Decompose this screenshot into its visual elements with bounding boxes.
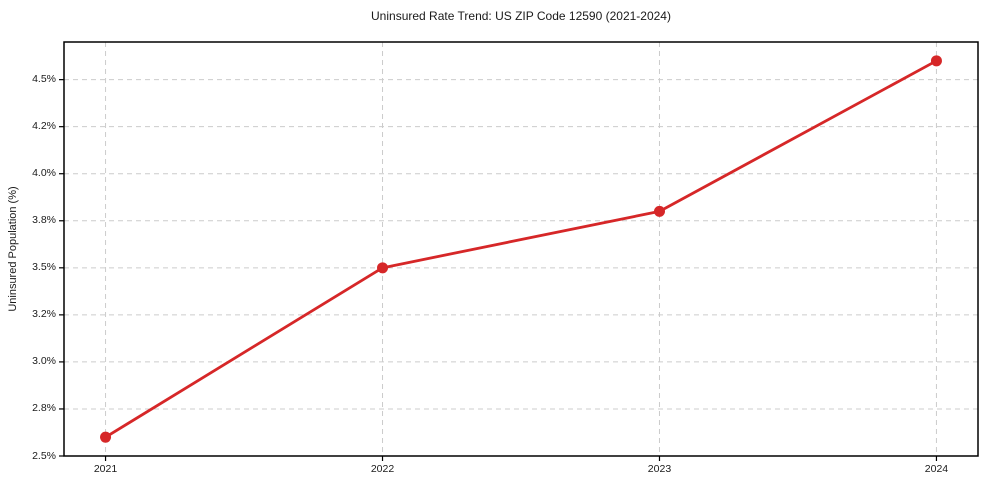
data-point (653, 205, 665, 217)
y-tick-label: 4.5% (32, 73, 56, 86)
x-tick-label: 2024 (924, 463, 949, 475)
y-tick-label: 3.0% (32, 355, 56, 368)
y-axis-label: Uninsured Population (%) (7, 186, 19, 312)
y-tick-label: 2.8% (32, 402, 56, 415)
y-tick-label: 4.0% (32, 167, 56, 180)
y-tick-label: 2.5% (32, 449, 56, 462)
x-tick-label: 2022 (370, 463, 395, 475)
y-tick-label: 3.5% (32, 261, 56, 274)
y-tick-label: 3.8% (32, 214, 56, 227)
chart-title: Uninsured Rate Trend: US ZIP Code 12590 … (371, 9, 671, 23)
y-tick-label: 4.2% (32, 120, 56, 133)
x-tick-label: 2023 (647, 463, 672, 475)
data-point (930, 55, 942, 67)
plot-border (63, 41, 979, 457)
x-tick-label: 2021 (93, 463, 118, 475)
data-point (100, 431, 112, 443)
data-point (377, 262, 389, 274)
y-tick-label: 3.2% (32, 308, 56, 321)
data-line (104, 59, 938, 439)
